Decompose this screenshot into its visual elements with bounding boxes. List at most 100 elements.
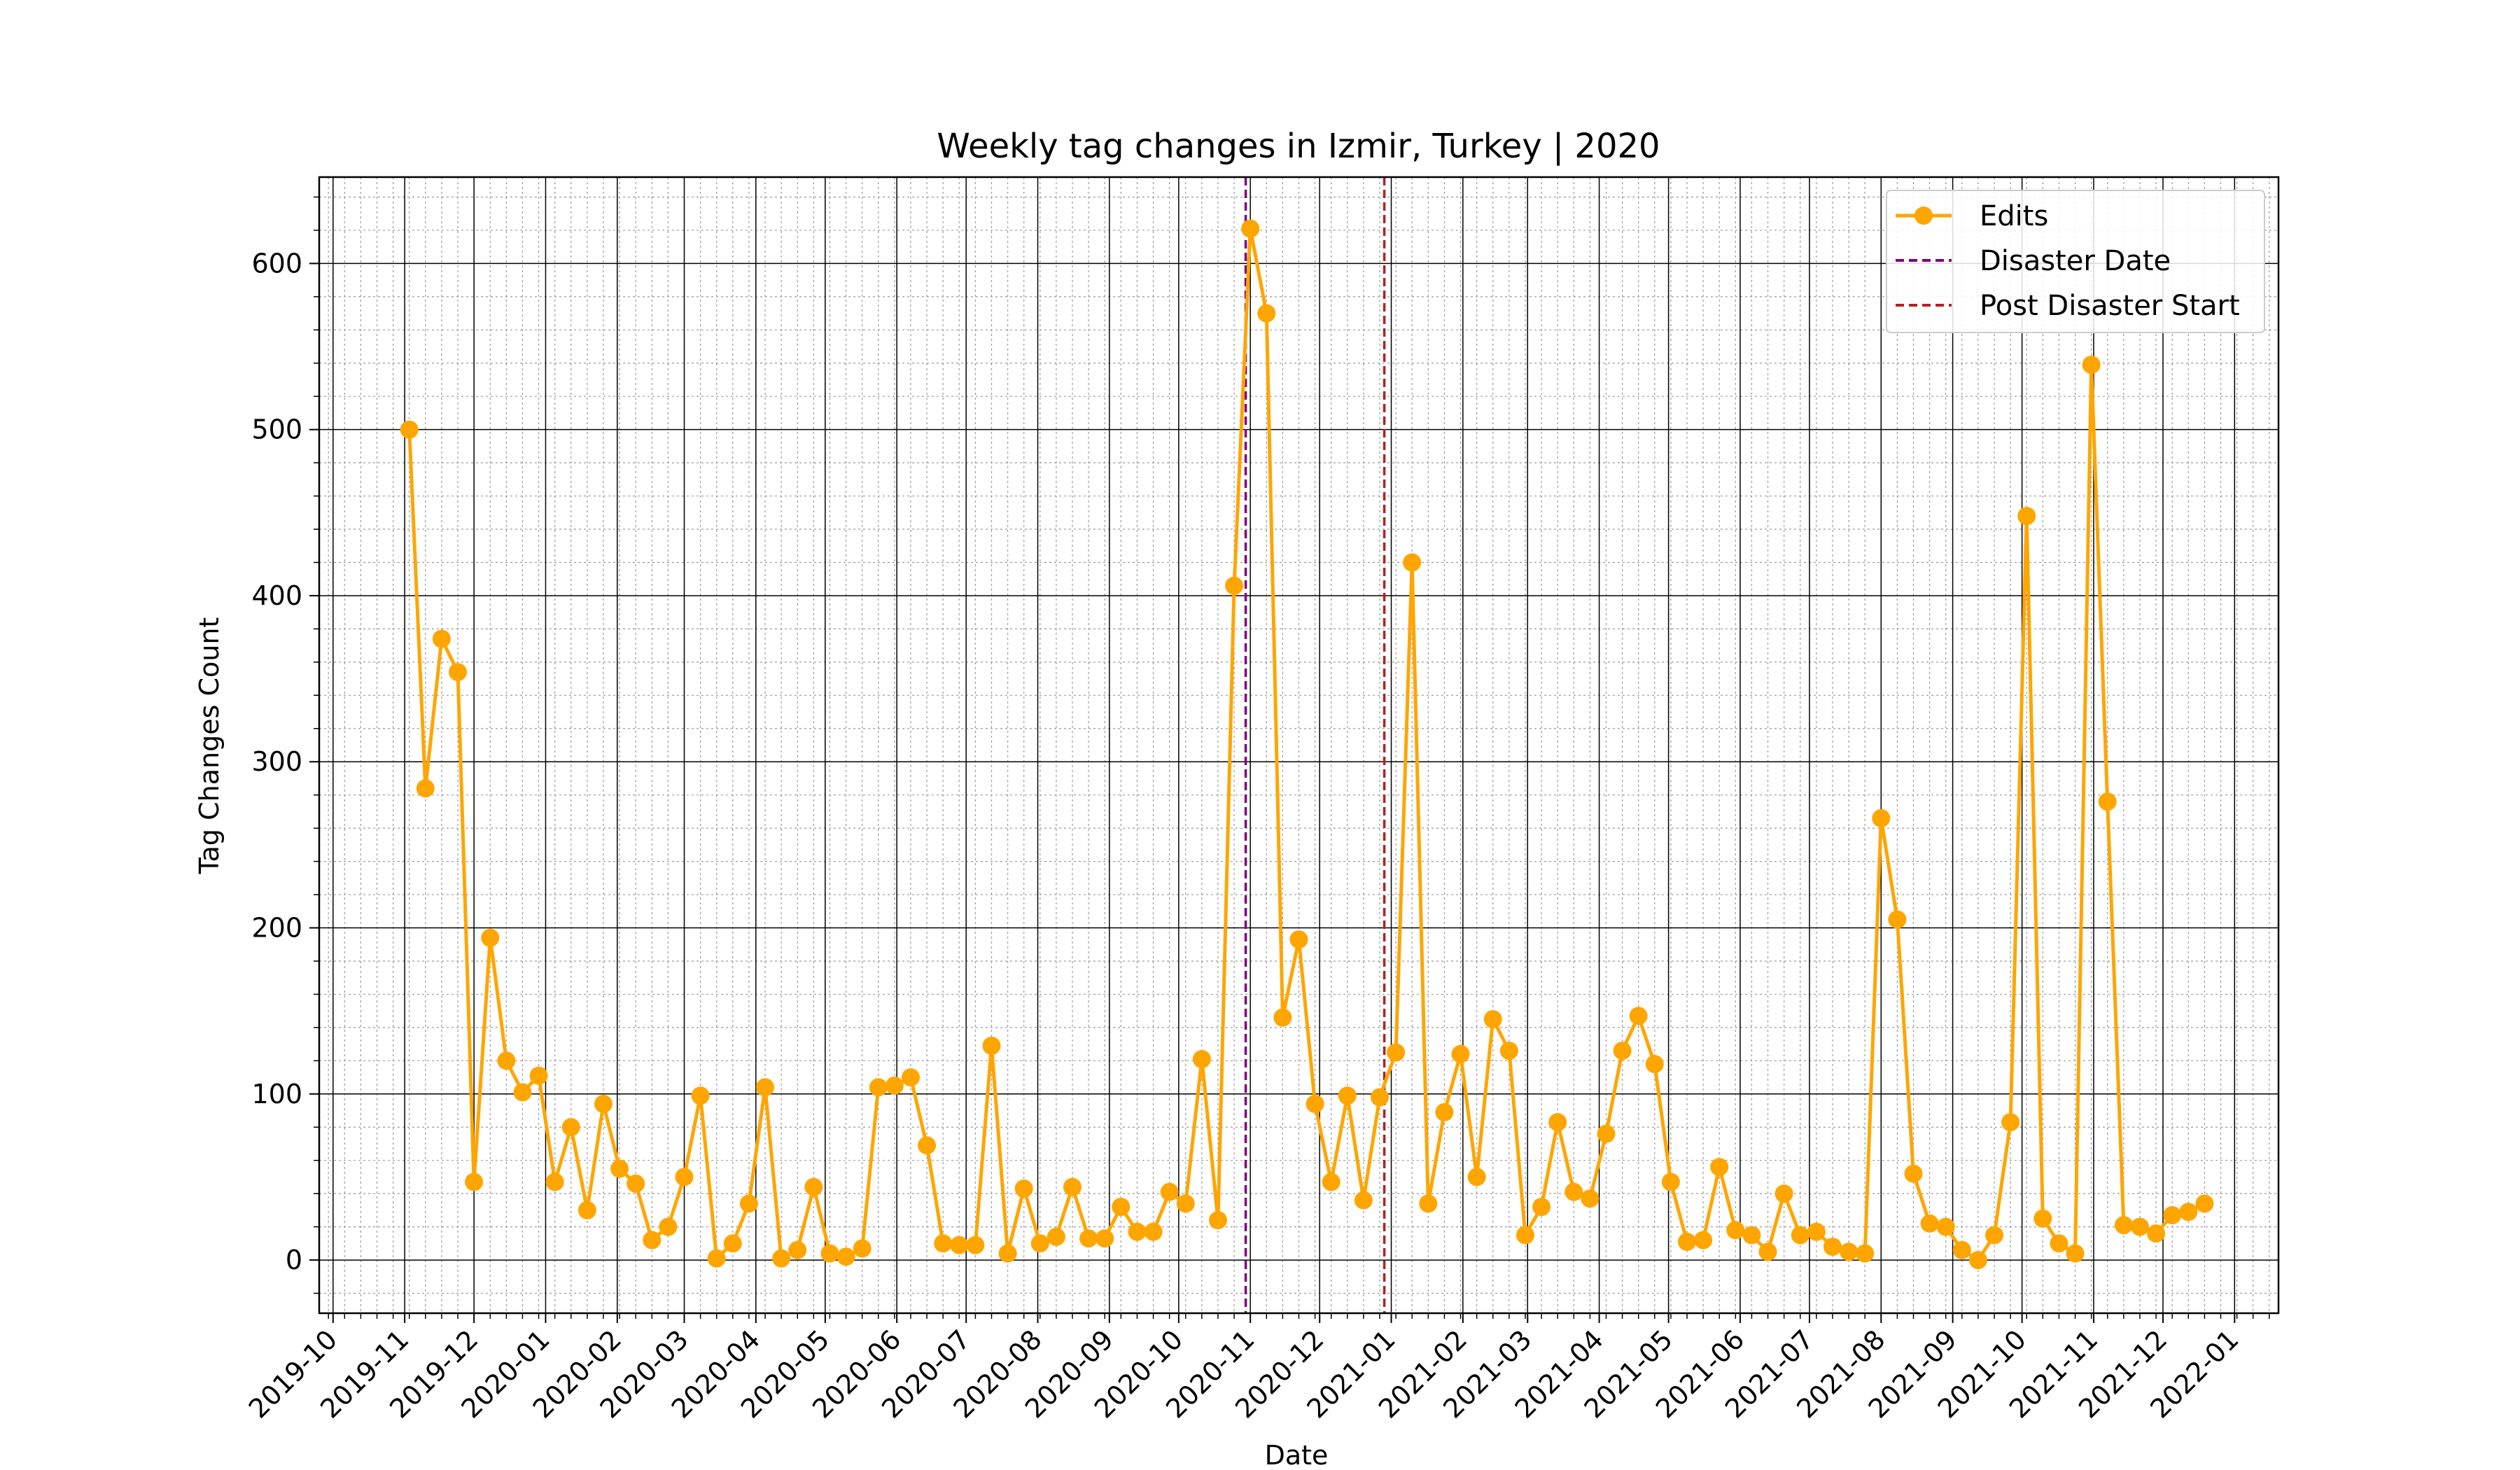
y-tick-label: 400 <box>251 580 302 611</box>
edits-point <box>1014 1180 1033 1198</box>
legend-post-label: Post Disaster Start <box>1980 290 2240 322</box>
edits-point <box>918 1136 937 1155</box>
edits-point <box>982 1037 1001 1055</box>
legend: Edits Disaster Date Post Disaster Start <box>1886 190 2265 333</box>
edits-point <box>2050 1234 2068 1253</box>
edits-point <box>772 1249 791 1268</box>
edits-point <box>1176 1194 1195 1213</box>
edits-point <box>2001 1113 2020 1132</box>
edits-point <box>626 1174 645 1193</box>
edits-point <box>2131 1217 2149 1236</box>
edits-point <box>2066 1244 2085 1263</box>
edits-point <box>1435 1102 1454 1121</box>
edits-point <box>578 1200 596 1219</box>
edits-point <box>2114 1216 2133 1235</box>
legend-edits-label: Edits <box>1980 200 2048 232</box>
edits-point <box>1823 1238 1842 1256</box>
edits-point <box>1144 1222 1163 1241</box>
y-tick-label: 500 <box>251 414 302 445</box>
edits-point <box>1678 1233 1696 1251</box>
edits-point <box>1209 1211 1227 1230</box>
edits-point <box>1952 1240 1971 1259</box>
edits-point <box>1225 576 1244 595</box>
edits-point <box>1985 1226 2003 1245</box>
edits-point <box>788 1240 807 1259</box>
edits-point <box>1904 1164 1923 1183</box>
edits-point <box>2195 1194 2214 1213</box>
edits-point <box>2163 1206 2182 1224</box>
edits-point <box>594 1095 612 1113</box>
edits-point <box>1467 1168 1486 1186</box>
edits-point <box>804 1177 823 1196</box>
edits-point <box>2082 356 2101 374</box>
edits-point <box>659 1217 678 1236</box>
edits-point <box>1629 1007 1648 1026</box>
edits-point <box>1888 910 1907 929</box>
edits-point <box>1532 1198 1551 1217</box>
y-tick-label: 100 <box>251 1079 302 1110</box>
edits-point <box>756 1078 774 1097</box>
edits-point <box>465 1172 484 1191</box>
edits-point <box>513 1083 532 1102</box>
edits-point <box>998 1244 1017 1263</box>
edits-point <box>1920 1214 1939 1233</box>
edits-point <box>739 1194 758 1213</box>
edits-point <box>2179 1203 2198 1222</box>
edits-point <box>545 1172 564 1191</box>
edits-point <box>1030 1234 1049 1253</box>
y-axis-label: Tag Changes Count <box>194 617 225 875</box>
edits-point <box>869 1078 888 1097</box>
edits-point <box>836 1247 855 1266</box>
edits-point <box>1968 1251 1987 1270</box>
edits-point <box>1710 1158 1729 1177</box>
edits-point <box>707 1249 726 1268</box>
edits-point <box>1807 1222 1826 1241</box>
edits-point <box>820 1244 839 1263</box>
edits-point <box>1257 304 1276 323</box>
edits-point <box>885 1076 904 1095</box>
edits-point <box>723 1234 742 1253</box>
edits-point <box>2017 507 2036 526</box>
edits-point <box>966 1236 985 1254</box>
edits-point <box>1096 1229 1114 1248</box>
edits-point <box>1499 1042 1518 1060</box>
edits-point <box>1726 1221 1745 1240</box>
edits-point <box>1063 1177 1082 1196</box>
y-tick-label: 600 <box>251 248 302 279</box>
edits-point <box>1160 1182 1179 1201</box>
edits-point <box>1694 1231 1713 1250</box>
edits-point <box>1241 219 1260 238</box>
edits-point <box>1840 1242 1858 1261</box>
edits-point <box>934 1234 953 1253</box>
legend-box <box>1886 190 2265 333</box>
legend-edits-marker <box>1914 206 1933 225</box>
edits-point <box>1306 1095 1324 1113</box>
edits-point <box>1403 553 1422 572</box>
edits-point <box>1613 1042 1632 1060</box>
edits-point <box>1597 1124 1616 1143</box>
edits-point <box>1371 1088 1389 1107</box>
edits-series <box>400 219 2214 1270</box>
edits-point <box>2147 1224 2166 1243</box>
edits-point <box>1548 1113 1567 1132</box>
edits-point <box>2033 1209 2052 1228</box>
edits-point <box>1112 1198 1130 1217</box>
edits-point <box>449 663 467 682</box>
edits-point <box>1419 1194 1438 1213</box>
edits-point <box>432 629 451 648</box>
edits-point <box>1273 1008 1292 1027</box>
y-tick-label: 0 <box>286 1245 302 1275</box>
edits-point <box>691 1086 710 1105</box>
axis-ticks: 01002003004005006002019-102019-112019-12… <box>243 196 2270 1424</box>
edits-point <box>1451 1044 1470 1063</box>
edits-point <box>1192 1050 1211 1068</box>
edits-point <box>1774 1184 1793 1203</box>
edits-point <box>1387 1043 1406 1062</box>
edits-point <box>675 1168 694 1186</box>
edits-point <box>1128 1222 1147 1241</box>
edits-point <box>1872 808 1891 827</box>
legend-disaster-label: Disaster Date <box>1980 245 2171 277</box>
edits-point <box>1322 1172 1340 1191</box>
